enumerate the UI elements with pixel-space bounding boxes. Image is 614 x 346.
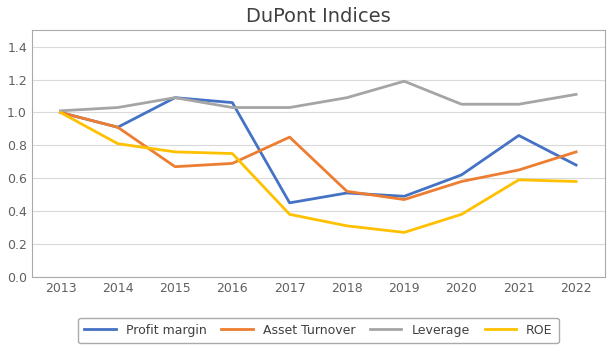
Leverage bbox=[286, 106, 293, 110]
Asset Turnover bbox=[458, 180, 465, 184]
Leverage bbox=[343, 95, 351, 100]
Profit margin bbox=[572, 163, 580, 167]
Line: Profit margin: Profit margin bbox=[60, 98, 576, 203]
ROE bbox=[515, 178, 523, 182]
ROE bbox=[343, 224, 351, 228]
ROE bbox=[400, 230, 408, 235]
Asset Turnover bbox=[515, 168, 523, 172]
Leverage bbox=[56, 109, 64, 113]
Line: ROE: ROE bbox=[60, 112, 576, 233]
ROE bbox=[171, 150, 179, 154]
Asset Turnover bbox=[343, 189, 351, 193]
Asset Turnover bbox=[114, 125, 122, 129]
Asset Turnover bbox=[228, 161, 236, 165]
Line: Leverage: Leverage bbox=[60, 81, 576, 111]
Profit margin bbox=[515, 134, 523, 138]
Legend: Profit margin, Asset Turnover, Leverage, ROE: Profit margin, Asset Turnover, Leverage,… bbox=[78, 318, 559, 343]
Leverage bbox=[400, 79, 408, 83]
Profit margin bbox=[114, 125, 122, 129]
Profit margin bbox=[286, 201, 293, 205]
Title: DuPont Indices: DuPont Indices bbox=[246, 7, 391, 26]
Asset Turnover bbox=[572, 150, 580, 154]
Asset Turnover bbox=[286, 135, 293, 139]
Profit margin bbox=[400, 194, 408, 198]
Leverage bbox=[572, 92, 580, 97]
Leverage bbox=[458, 102, 465, 106]
Profit margin bbox=[228, 101, 236, 105]
ROE bbox=[56, 110, 64, 115]
Asset Turnover bbox=[56, 110, 64, 115]
ROE bbox=[228, 152, 236, 156]
Leverage bbox=[114, 106, 122, 110]
Profit margin bbox=[343, 191, 351, 195]
ROE bbox=[286, 212, 293, 217]
ROE bbox=[458, 212, 465, 217]
Asset Turnover bbox=[400, 198, 408, 202]
ROE bbox=[572, 180, 580, 184]
Profit margin bbox=[56, 110, 64, 115]
Line: Asset Turnover: Asset Turnover bbox=[60, 112, 576, 200]
Leverage bbox=[228, 106, 236, 110]
Leverage bbox=[171, 95, 179, 100]
Profit margin bbox=[171, 95, 179, 100]
Asset Turnover bbox=[171, 165, 179, 169]
ROE bbox=[114, 142, 122, 146]
Profit margin bbox=[458, 173, 465, 177]
Leverage bbox=[515, 102, 523, 106]
